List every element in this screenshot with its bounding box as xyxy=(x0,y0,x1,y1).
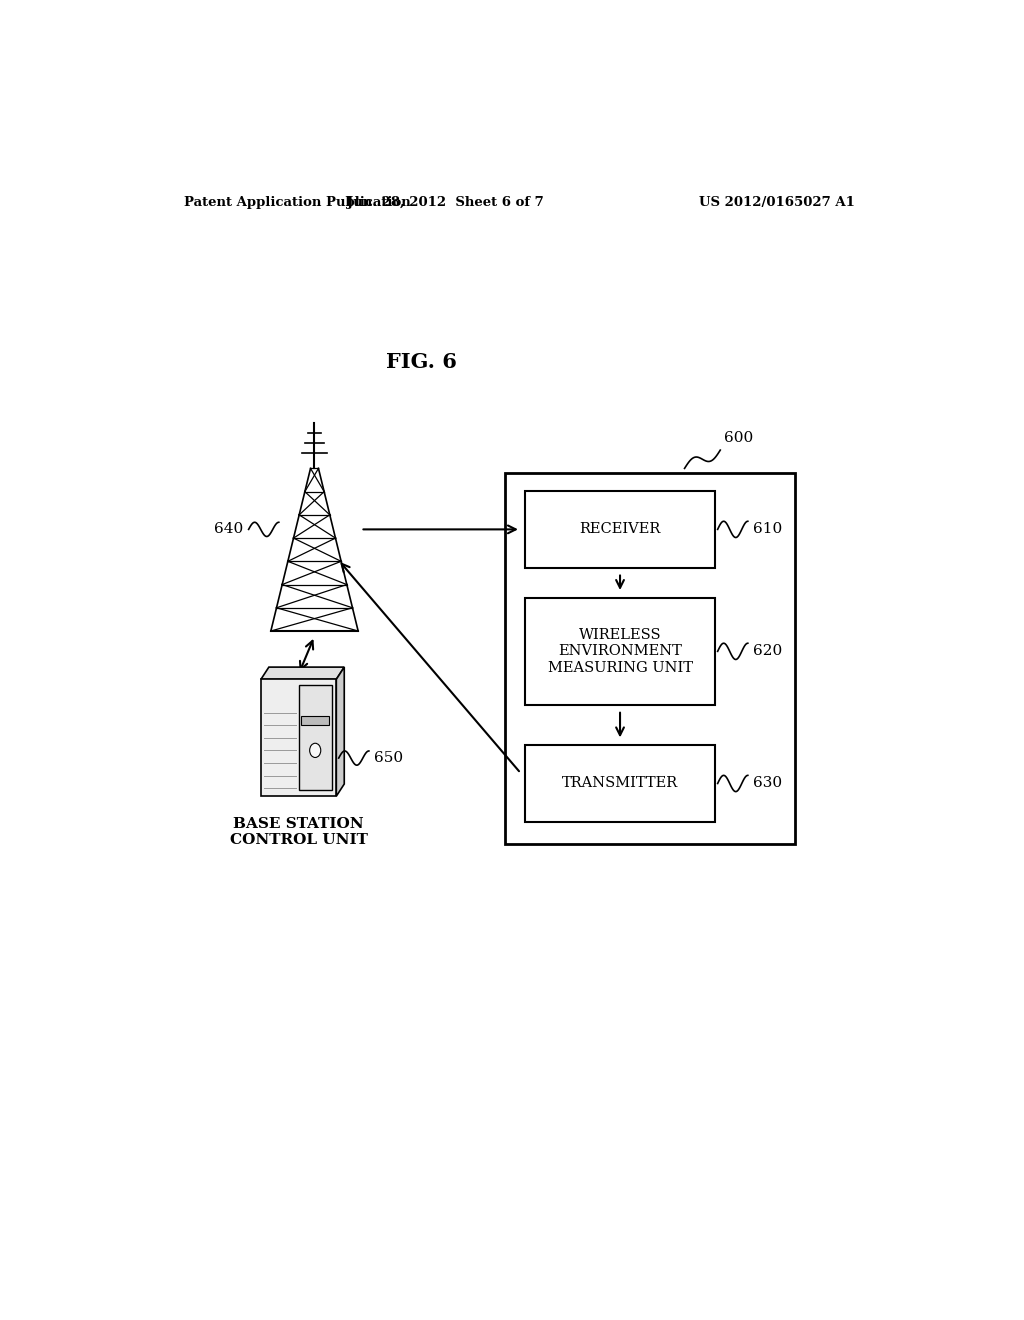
Polygon shape xyxy=(261,667,344,680)
Text: 640: 640 xyxy=(214,523,243,536)
Text: 620: 620 xyxy=(754,644,782,659)
Bar xyxy=(261,680,336,796)
Text: Patent Application Publication: Patent Application Publication xyxy=(183,195,411,209)
Polygon shape xyxy=(336,667,344,796)
Bar xyxy=(524,598,715,705)
Text: Jun. 28, 2012  Sheet 6 of 7: Jun. 28, 2012 Sheet 6 of 7 xyxy=(347,195,544,209)
Bar xyxy=(301,715,329,725)
Bar xyxy=(524,491,715,568)
Bar xyxy=(505,474,795,845)
Bar xyxy=(524,746,715,821)
Bar xyxy=(299,685,332,791)
Text: US 2012/0165027 A1: US 2012/0165027 A1 xyxy=(699,195,855,209)
Circle shape xyxy=(309,743,321,758)
Text: 610: 610 xyxy=(754,523,782,536)
Text: 630: 630 xyxy=(754,776,782,791)
Text: RECEIVER: RECEIVER xyxy=(580,523,660,536)
Text: BASE STATION
CONTROL UNIT: BASE STATION CONTROL UNIT xyxy=(229,817,368,846)
Text: 650: 650 xyxy=(375,751,403,766)
Text: FIG. 6: FIG. 6 xyxy=(386,351,457,372)
Text: 600: 600 xyxy=(724,432,754,445)
Text: WIRELESS
ENVIRONMENT
MEASURING UNIT: WIRELESS ENVIRONMENT MEASURING UNIT xyxy=(548,628,692,675)
Text: TRANSMITTER: TRANSMITTER xyxy=(562,776,678,791)
